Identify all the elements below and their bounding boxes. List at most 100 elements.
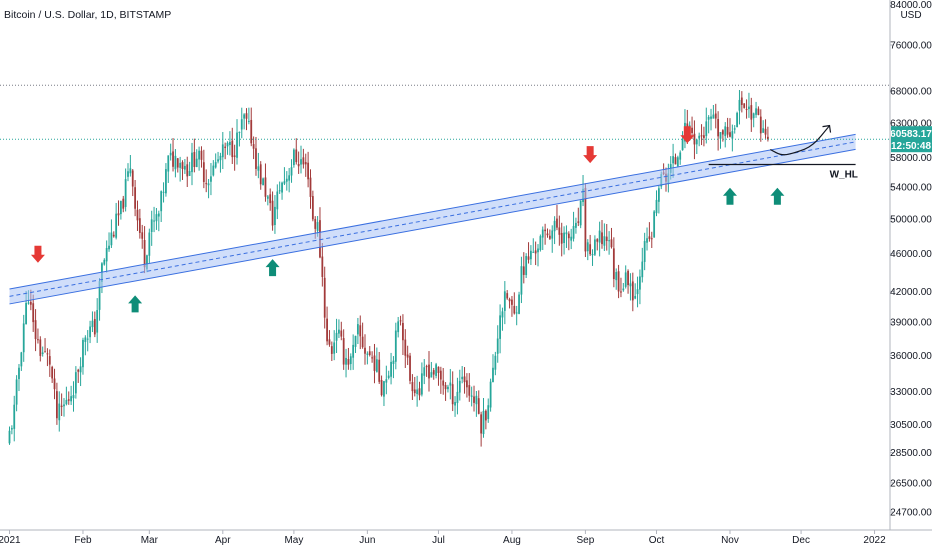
- candle-body: [335, 332, 338, 341]
- candle-body: [641, 261, 644, 278]
- candle-body: [700, 135, 703, 137]
- candle-body: [53, 378, 56, 390]
- signal-arrows[interactable]: [30, 126, 785, 313]
- candle-body: [347, 359, 350, 365]
- candle-body: [188, 170, 191, 176]
- candle-body: [229, 141, 231, 146]
- candle-body: [245, 113, 248, 119]
- candle-body: [643, 241, 646, 262]
- candle-body: [309, 177, 312, 197]
- candle-body: [646, 238, 648, 243]
- candle-body: [70, 396, 73, 402]
- candle-body: [532, 251, 535, 253]
- candle-body: [458, 380, 461, 393]
- candle-body: [146, 255, 148, 270]
- candle-body: [290, 167, 293, 176]
- candle-body: [439, 370, 442, 380]
- candle-body: [591, 253, 594, 256]
- down-arrow-icon[interactable]: [30, 245, 45, 263]
- candle-body: [501, 311, 504, 318]
- time-scale[interactable]: 2021 Feb Mar Apr May Jun Jul Aug Sep Oct Nov Dec 202…: [0, 530, 886, 546]
- candle-body: [605, 236, 608, 241]
- candle-body: [330, 346, 333, 354]
- candle-body: [243, 114, 246, 119]
- candle-body: [63, 404, 65, 407]
- candle-body: [174, 155, 177, 170]
- candle-body: [110, 232, 113, 246]
- candle-body: [183, 165, 186, 170]
- candle-body: [136, 209, 139, 221]
- candle-body: [167, 155, 170, 172]
- candle-body: [219, 155, 222, 161]
- candle-body: [676, 157, 679, 167]
- candle-body: [634, 295, 637, 299]
- candle-body: [119, 201, 122, 215]
- candle-body: [112, 234, 115, 237]
- down-arrow-icon[interactable]: [583, 146, 598, 164]
- channel-upper-line[interactable]: [9, 133, 856, 290]
- candle-body: [283, 181, 286, 184]
- projection-path[interactable]: [769, 124, 832, 156]
- up-arrow-icon[interactable]: [722, 187, 737, 205]
- candle-body: [556, 218, 558, 228]
- candle-body: [179, 162, 182, 168]
- candle-body: [281, 182, 283, 193]
- candle-body: [674, 157, 677, 165]
- candle-body: [82, 339, 84, 368]
- down-arrow-icon[interactable]: [680, 126, 695, 144]
- candle-body: [356, 324, 359, 335]
- candle-body: [8, 430, 11, 444]
- candle-body: [13, 404, 16, 429]
- candle-body: [520, 266, 523, 295]
- candle-body: [29, 301, 32, 305]
- reference-lines: [0, 84, 890, 166]
- candle-body: [165, 169, 167, 194]
- candle-body: [593, 239, 596, 255]
- y-tick-label: 39000.00: [890, 318, 932, 329]
- candle-body: [518, 294, 520, 314]
- candle-body: [314, 219, 317, 229]
- x-tick-label: Jun: [359, 535, 375, 546]
- up-arrow-icon[interactable]: [128, 295, 143, 313]
- up-arrow-icon[interactable]: [770, 187, 785, 205]
- candle-body: [456, 391, 459, 404]
- candle-body: [586, 242, 589, 252]
- candle-body: [444, 385, 447, 390]
- candle-body: [551, 230, 554, 239]
- candle-body: [657, 188, 660, 202]
- projection-curve[interactable]: [769, 125, 831, 156]
- candle-body: [527, 256, 530, 260]
- candle-body: [18, 367, 20, 380]
- candle-body: [378, 359, 381, 382]
- candle-body: [513, 305, 516, 314]
- candle-body: [143, 239, 146, 268]
- candle-body: [302, 157, 305, 165]
- price-scale[interactable]: 24700.00 26500.00 28500.00 30500.00 33000.00…: [890, 41, 932, 519]
- trend-channel[interactable]: [9, 133, 856, 305]
- candle-body: [311, 196, 314, 220]
- candle-body: [295, 149, 298, 163]
- candle-body: [544, 229, 547, 232]
- candle-body: [681, 139, 684, 151]
- candle-body: [250, 119, 253, 144]
- candle-body: [553, 220, 556, 232]
- candle-body: [172, 151, 174, 167]
- candle-body: [72, 395, 75, 399]
- candle-body: [548, 235, 551, 239]
- candle-body: [477, 398, 480, 414]
- currency-label[interactable]: USD: [900, 10, 921, 21]
- candle-body: [496, 338, 499, 354]
- candle-body: [729, 132, 731, 137]
- support-label: W_HL: [830, 170, 858, 181]
- channel-lower-line[interactable]: [9, 148, 856, 305]
- candle-body: [259, 164, 262, 185]
- candle-body: [726, 126, 729, 135]
- candle-body: [636, 289, 639, 295]
- candle-body: [752, 113, 755, 119]
- x-tick-label: May: [284, 535, 303, 546]
- candle-body: [89, 326, 91, 338]
- candle-body: [108, 245, 110, 250]
- up-arrow-icon[interactable]: [265, 259, 280, 277]
